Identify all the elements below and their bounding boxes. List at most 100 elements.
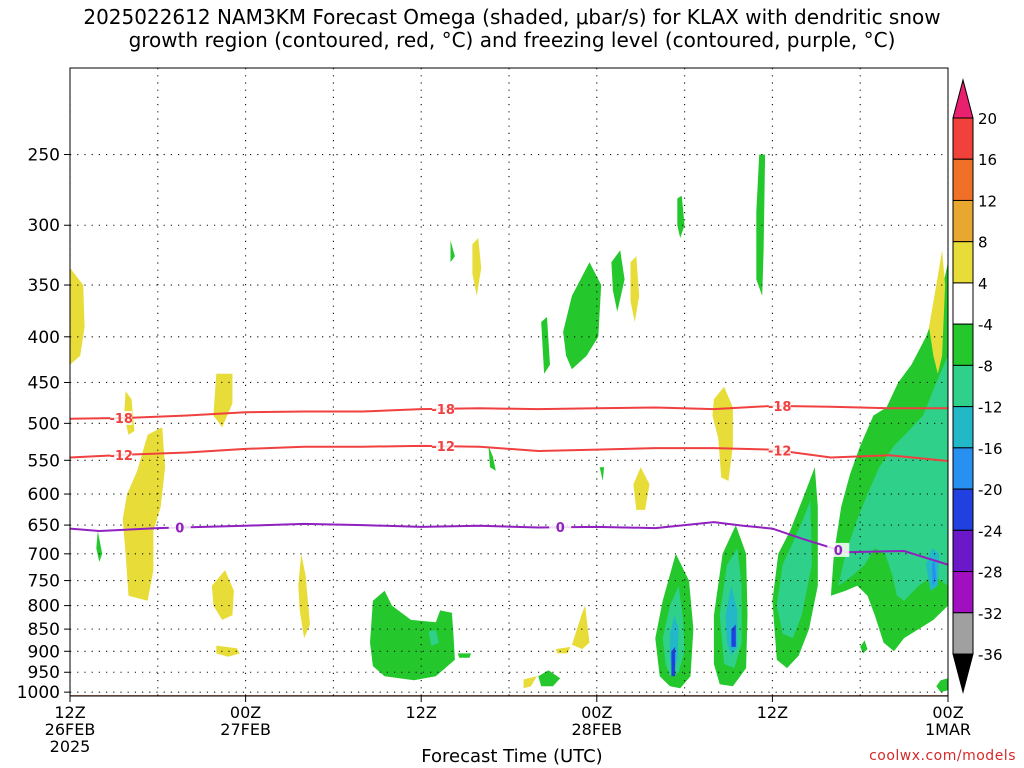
colorbar-swatch [952,571,974,614]
contour-label: -12 [109,449,133,464]
colorbar-label: -4 [978,316,993,334]
contour-0 [70,404,948,420]
y-tick-label: 1000 [17,683,60,703]
omega-region [70,268,85,365]
colorbar-swatch [952,158,974,201]
colorbar-label: -12 [978,399,1003,417]
colorbar-swatch [952,282,974,325]
omega-region [428,630,439,647]
omega-region [523,676,537,689]
omega-region [677,195,685,238]
y-tick-label: 950 [28,663,60,683]
x-tick-label: 27FEB [220,720,271,739]
contour-label-bg [549,520,572,535]
colorbar-label: -20 [978,481,1003,499]
colorbar-swatch [952,612,974,655]
colorbar: 20 16 12 8 4 -4 -8 -12 -16 -20 -24 -28 -32 -36 [952,78,1003,694]
y-tick-label: 700 [28,545,60,565]
contour-label: -18 [431,403,455,418]
contour-lines: -18 -18 -18 -12 -12 -12 0 0 0 [70,398,948,566]
omega-region [931,559,937,586]
omega-region [860,640,868,654]
omega-region [472,238,482,296]
contour-label-bg [110,447,133,462]
colorbar-label: 12 [978,192,997,210]
y-tick-label: 600 [28,485,60,505]
contour-label-bg [768,443,791,458]
omega-region [611,250,625,312]
x-tick-label: 00Z [581,703,612,722]
contour-label-bg [168,520,191,535]
colorbar-label: 4 [978,275,988,293]
y-axis: 2503003504004505005506006507007508008509… [17,146,70,703]
y-tick-label: 400 [28,328,60,348]
contour-label-bg [432,439,455,454]
grid-lines [70,68,948,696]
x-tick-label: 2025 [50,737,91,756]
omega-region [211,570,234,620]
contour-label-bg [110,410,133,425]
x-axis-label: Forecast Time (UTC) [421,746,603,767]
x-tick-label: 00Z [932,703,963,722]
contour-label-bg [827,542,850,557]
colorbar-swatch [952,406,974,449]
omega-region [213,373,233,428]
contour-label: 0 [834,544,843,559]
omega-region [776,500,812,639]
colorbar-bottom-arrow [952,653,974,694]
y-tick-label: 900 [28,642,60,662]
contour-label: 0 [556,521,565,536]
y-tick-label: 650 [28,516,60,536]
contour-label: -12 [768,445,792,460]
contour-label-bg [432,401,455,416]
omega-region [96,531,103,562]
colorbar-label: 20 [978,110,997,128]
contour-label: -12 [431,440,455,455]
omega-region [563,262,602,370]
colorbar-label: 16 [978,151,997,169]
credit-text: coolwx.com/models [869,748,1016,764]
y-tick-label: 550 [28,451,60,471]
y-tick-label: 800 [28,597,60,617]
colorbar-swatch [952,488,974,531]
title-line-2: growth region (contoured, red, °C) and f… [128,28,896,52]
contour-label: 0 [175,521,184,536]
title-line-1: 2025022612 NAM3KM Forecast Omega (shaded… [83,5,941,29]
colorbar-swatch [952,117,974,160]
contour-label-bg [768,398,791,413]
y-tick-label: 500 [28,414,60,434]
y-tick-label: 850 [28,620,60,640]
omega-region [936,678,948,693]
contour-1 [70,444,948,462]
colorbar-label: -16 [978,440,1003,458]
colorbar-label: -32 [978,605,1003,623]
x-tick-label: 1MAR [925,720,971,739]
omega-region [298,553,310,639]
omega-region [671,646,676,677]
omega-region [929,250,946,374]
colorbar-label: -24 [978,522,1003,540]
omega-region [555,646,571,654]
colorbar-top-arrow [952,78,974,119]
colorbar-label: -36 [978,646,1003,664]
colorbar-swatch [952,241,974,284]
omega-region [633,467,650,510]
contour-label: -18 [768,400,792,415]
colorbar-swatch [952,364,974,408]
omega-region [712,386,733,481]
colorbar-label: -8 [978,357,993,375]
omega-region [630,256,640,322]
omega-region [370,590,455,681]
colorbar-label: -28 [978,564,1003,582]
omega-region [488,445,496,471]
colorbar-swatch [952,529,974,573]
x-tick-label: 00Z [230,703,261,722]
x-tick-label: 12Z [406,703,437,722]
colorbar-swatch [952,323,974,366]
omega-region [571,605,590,650]
omega-region [756,154,766,296]
x-tick-label: 26FEB [45,720,96,739]
x-tick-label: 12Z [757,703,788,722]
